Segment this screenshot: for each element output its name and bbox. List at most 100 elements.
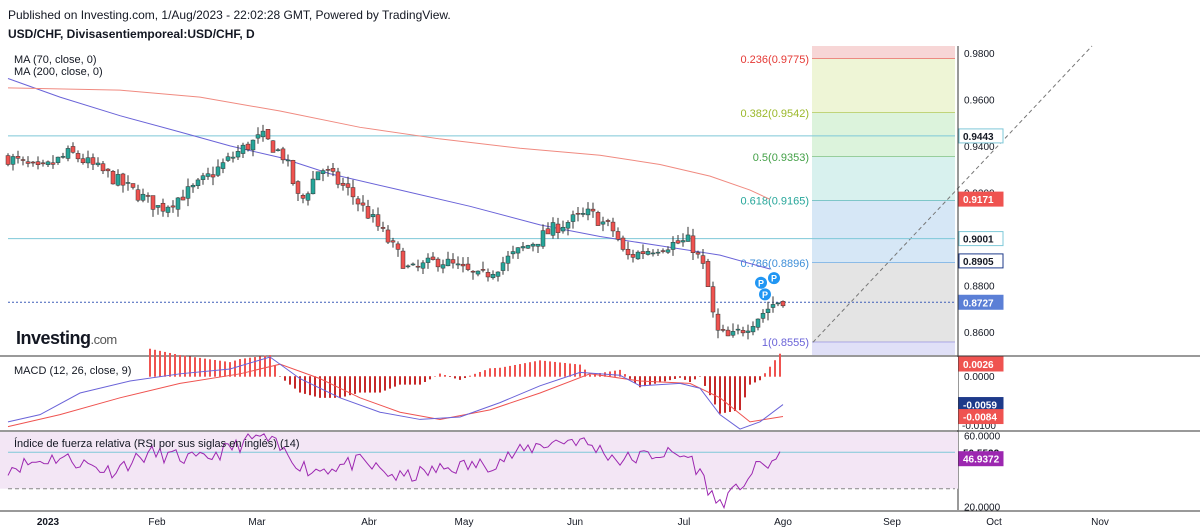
candle-body (535, 243, 541, 247)
macd-histogram-bar (544, 360, 546, 377)
candle-body (335, 171, 341, 185)
candle (640, 244, 646, 260)
macd-histogram-bar (344, 376, 346, 397)
candle (295, 180, 301, 202)
x-tick-label: Sep (883, 517, 901, 528)
candle-body (145, 195, 151, 197)
candle (650, 249, 656, 257)
candle (320, 168, 326, 182)
candle-body (45, 161, 51, 165)
candle (230, 151, 236, 163)
candle (225, 152, 231, 163)
investing-logo: Investing.com (16, 328, 117, 348)
candle (750, 321, 756, 336)
candle-body (715, 313, 721, 331)
trend-line (812, 45, 1093, 343)
candle-body (120, 173, 126, 186)
candle-body (600, 221, 606, 225)
candle (590, 202, 596, 218)
candle-body (410, 263, 416, 266)
candle (490, 270, 496, 280)
candle-body (100, 163, 106, 172)
fib-level-label: 0.236(0.9775) (741, 54, 810, 66)
candle-body (635, 251, 641, 260)
candle (700, 249, 706, 270)
candle-body (515, 247, 521, 254)
candle-body (340, 182, 346, 186)
macd-histogram-bar (499, 367, 501, 377)
candle-body (565, 222, 571, 229)
candle-body (210, 174, 216, 178)
candle (620, 235, 626, 252)
candle (415, 259, 421, 272)
fib-zone (812, 262, 955, 343)
candle (50, 155, 56, 169)
macd-histogram-bar (614, 370, 616, 377)
logo-suffix: .com (91, 332, 117, 347)
candle-body (330, 168, 336, 172)
candle-body (480, 269, 486, 271)
macd-tag: 0.0026 (958, 356, 1004, 372)
rsi-pane (0, 432, 958, 510)
tag-bg (958, 128, 1004, 144)
candle (20, 156, 26, 166)
candle (565, 220, 571, 236)
macd-histogram-bar (704, 376, 706, 386)
candle-body (50, 162, 56, 165)
candle-body (130, 183, 136, 188)
ma200-line (7, 87, 771, 200)
candle-body (560, 226, 566, 232)
candle-body (80, 158, 86, 164)
candle-body (720, 329, 726, 331)
macd-histogram-bar (479, 371, 481, 377)
price-tag: 0.9171 (958, 191, 1004, 207)
candle-body (615, 231, 621, 240)
candle (125, 175, 131, 191)
candle (495, 271, 501, 282)
candle (560, 220, 566, 234)
macd-histogram-bar (149, 348, 151, 377)
candle (760, 309, 766, 323)
candle-body (620, 237, 626, 250)
candle-body (595, 212, 601, 226)
macd-histogram-bar (624, 374, 626, 377)
candle (780, 300, 786, 308)
macd-histogram-bar (184, 355, 186, 377)
candle (290, 159, 296, 186)
candle-body (670, 242, 676, 250)
macd-histogram-bar (509, 365, 511, 377)
candle-body (510, 251, 516, 255)
candle-body (380, 227, 386, 229)
candle (720, 324, 726, 333)
candle-body (110, 171, 116, 185)
candle-body (445, 258, 451, 267)
macd-histogram-bar (749, 376, 751, 385)
macd-histogram-bar (464, 376, 466, 379)
candle-body (160, 202, 166, 212)
tag-bg (958, 356, 1004, 372)
candle (745, 324, 751, 340)
candle-body (725, 329, 731, 337)
rsi-tag: 46.9372 (958, 451, 1004, 467)
candle-body (40, 162, 46, 165)
macd-histogram-bar (469, 375, 471, 377)
macd-histogram-bar (739, 376, 741, 411)
tag-text: 0.9001 (963, 235, 994, 246)
fib-zone (812, 156, 955, 201)
macd-histogram-bar (494, 368, 496, 377)
candle-body (345, 183, 351, 188)
candle (665, 246, 671, 254)
candle (255, 127, 261, 144)
macd-histogram-bar (299, 376, 301, 393)
macd-histogram-bar (674, 376, 676, 379)
macd-histogram-bar (329, 376, 331, 398)
candle-body (30, 161, 36, 164)
candle (345, 176, 351, 196)
candle (610, 217, 616, 238)
candle (350, 179, 356, 205)
macd-histogram-bar (619, 369, 621, 377)
macd-tick-label-partial: -0.0100 (962, 421, 996, 432)
macd-tag: -0.0084 (958, 409, 1004, 425)
candle-body (555, 223, 561, 233)
